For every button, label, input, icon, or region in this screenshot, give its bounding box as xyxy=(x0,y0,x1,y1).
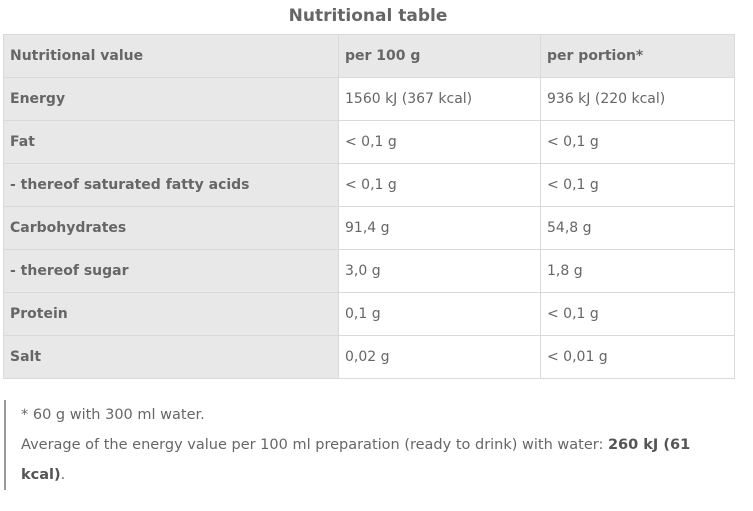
table-row: Carbohydrates 91,4 g 54,8 g xyxy=(3,206,735,250)
table-row: Protein 0,1 g < 0,1 g xyxy=(3,292,735,336)
row-label: - thereof saturated fatty acids xyxy=(3,163,339,207)
per-portion-value: 936 kJ (220 kcal) xyxy=(540,77,735,121)
nutrition-table: Nutritional value per 100 g per portion*… xyxy=(3,34,735,379)
table-row: - thereof sugar 3,0 g 1,8 g xyxy=(3,249,735,293)
average-energy-text: Average of the energy value per 100 ml p… xyxy=(21,437,608,453)
per-portion-value: 1,8 g xyxy=(540,249,735,293)
row-label: - thereof sugar xyxy=(3,249,339,293)
table-row: Energy 1560 kJ (367 kcal) 936 kJ (220 kc… xyxy=(3,77,735,121)
per-portion-value: < 0,1 g xyxy=(540,163,735,207)
table-row: Fat < 0,1 g < 0,1 g xyxy=(3,120,735,164)
table-header-row: Nutritional value per 100 g per portion* xyxy=(3,34,735,78)
average-energy-note: Average of the energy value per 100 ml p… xyxy=(21,430,736,490)
row-label: Protein xyxy=(3,292,339,336)
row-label: Carbohydrates xyxy=(3,206,339,250)
table-row: Salt 0,02 g < 0,01 g xyxy=(3,335,735,379)
per-100g-value: 3,0 g xyxy=(338,249,541,293)
per-portion-value: < 0,1 g xyxy=(540,292,735,336)
header-per-portion: per portion* xyxy=(540,34,735,78)
per-portion-value: 54,8 g xyxy=(540,206,735,250)
per-100g-value: 0,02 g xyxy=(338,335,541,379)
average-energy-value: 260 kJ (61 kcal) xyxy=(21,437,691,483)
per-100g-value: < 0,1 g xyxy=(338,163,541,207)
row-label: Fat xyxy=(3,120,339,164)
per-100g-value: 1560 kJ (367 kcal) xyxy=(338,77,541,121)
per-100g-value: < 0,1 g xyxy=(338,120,541,164)
header-nutritional-value: Nutritional value xyxy=(3,34,339,78)
per-portion-value: < 0,1 g xyxy=(540,120,735,164)
per-100g-value: 91,4 g xyxy=(338,206,541,250)
per-portion-value: < 0,01 g xyxy=(540,335,735,379)
average-energy-suffix: . xyxy=(60,467,66,483)
footnotes-block: * 60 g with 300 ml water. Average of the… xyxy=(4,400,736,490)
header-per-100g: per 100 g xyxy=(338,34,541,78)
row-label: Energy xyxy=(3,77,339,121)
table-row: - thereof saturated fatty acids < 0,1 g … xyxy=(3,163,735,207)
table-title: Nutritional table xyxy=(288,6,448,26)
row-label: Salt xyxy=(3,335,339,379)
portion-footnote: * 60 g with 300 ml water. xyxy=(21,407,205,423)
per-100g-value: 0,1 g xyxy=(338,292,541,336)
